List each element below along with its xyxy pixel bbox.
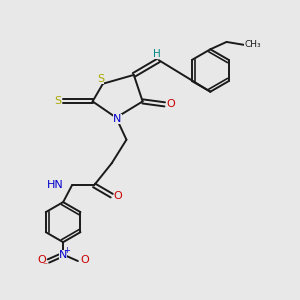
Text: O: O [114, 190, 123, 201]
Text: CH₃: CH₃ [244, 40, 261, 50]
Text: O: O [38, 255, 46, 266]
Text: S: S [54, 96, 61, 106]
Text: N: N [59, 250, 67, 260]
Text: O: O [167, 99, 176, 110]
Text: S: S [97, 74, 104, 84]
Text: O: O [80, 255, 89, 266]
Text: N: N [113, 114, 122, 124]
Text: ⁻: ⁻ [42, 261, 47, 271]
Text: +: + [64, 246, 70, 255]
Text: H: H [153, 49, 160, 59]
Text: HN: HN [47, 180, 64, 190]
